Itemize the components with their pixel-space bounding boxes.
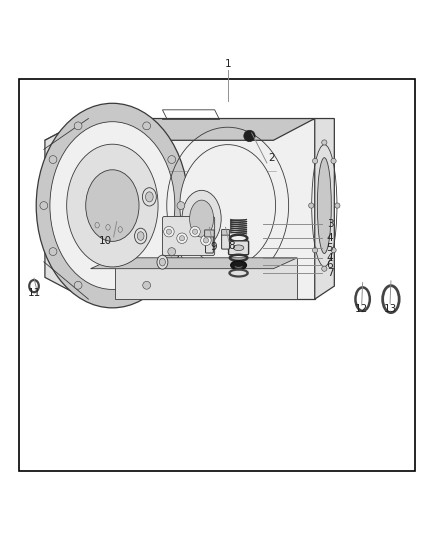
Circle shape (180, 236, 185, 241)
Ellipse shape (50, 122, 175, 289)
Text: 6: 6 (327, 260, 333, 270)
Circle shape (335, 203, 340, 208)
Ellipse shape (137, 232, 144, 240)
Circle shape (201, 235, 211, 246)
Ellipse shape (145, 192, 153, 202)
Text: 8: 8 (228, 241, 234, 251)
Circle shape (177, 201, 185, 209)
Text: 10: 10 (99, 236, 113, 246)
Ellipse shape (231, 261, 247, 270)
Ellipse shape (106, 224, 110, 230)
Circle shape (312, 248, 318, 253)
Ellipse shape (93, 220, 102, 231)
Polygon shape (45, 118, 86, 299)
Ellipse shape (157, 255, 168, 269)
Text: 9: 9 (210, 242, 217, 252)
Text: 4: 4 (327, 233, 333, 243)
Text: 11: 11 (28, 288, 41, 297)
Text: 7: 7 (327, 268, 333, 278)
Ellipse shape (142, 188, 156, 206)
Text: 4: 4 (327, 253, 333, 263)
Circle shape (331, 158, 336, 164)
FancyBboxPatch shape (162, 216, 215, 256)
Ellipse shape (36, 103, 188, 308)
Circle shape (312, 158, 318, 164)
Polygon shape (115, 258, 297, 299)
Circle shape (203, 238, 208, 243)
Ellipse shape (159, 259, 166, 266)
FancyBboxPatch shape (222, 235, 230, 249)
Ellipse shape (95, 222, 99, 228)
Ellipse shape (233, 245, 244, 251)
Circle shape (190, 227, 200, 237)
Text: 12: 12 (355, 304, 368, 314)
Text: 5: 5 (327, 243, 333, 253)
Circle shape (309, 203, 314, 208)
Text: 1: 1 (224, 59, 231, 69)
Text: 3: 3 (327, 219, 333, 229)
Polygon shape (315, 118, 334, 299)
Ellipse shape (116, 224, 124, 235)
Circle shape (164, 227, 174, 237)
Circle shape (168, 156, 176, 164)
Text: 13: 13 (383, 304, 397, 314)
Circle shape (322, 140, 327, 145)
Circle shape (143, 281, 151, 289)
FancyBboxPatch shape (205, 236, 213, 253)
Polygon shape (86, 118, 315, 299)
Circle shape (244, 130, 255, 142)
Ellipse shape (182, 190, 221, 247)
Ellipse shape (180, 144, 276, 266)
Circle shape (331, 248, 336, 253)
Circle shape (49, 248, 57, 255)
Ellipse shape (118, 227, 122, 232)
Circle shape (192, 229, 198, 235)
Circle shape (40, 201, 48, 209)
Circle shape (177, 233, 187, 244)
Polygon shape (45, 118, 315, 140)
Text: 2: 2 (268, 152, 275, 163)
Ellipse shape (318, 158, 331, 254)
Circle shape (168, 248, 176, 255)
FancyBboxPatch shape (205, 230, 214, 237)
Ellipse shape (190, 200, 214, 237)
Ellipse shape (104, 222, 113, 233)
Circle shape (143, 122, 151, 130)
FancyBboxPatch shape (229, 241, 249, 255)
Ellipse shape (134, 228, 147, 244)
Ellipse shape (86, 170, 139, 241)
Circle shape (74, 281, 82, 289)
Circle shape (166, 229, 172, 235)
Circle shape (74, 122, 82, 130)
Ellipse shape (67, 144, 158, 267)
Circle shape (322, 266, 327, 271)
FancyBboxPatch shape (222, 230, 230, 235)
Polygon shape (91, 258, 297, 269)
Circle shape (49, 156, 57, 164)
